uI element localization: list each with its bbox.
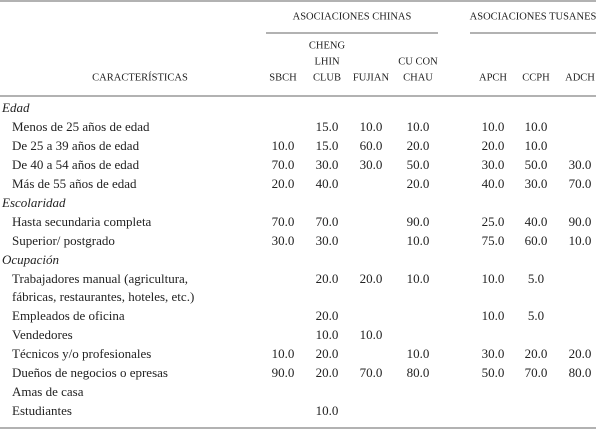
row-label: fábricas, restaurantes, hoteles, etc.) (12, 289, 194, 304)
cell-value: 90.0 (569, 214, 592, 229)
cell-value: 30.0 (316, 233, 339, 248)
section-title: Edad (1, 100, 30, 115)
cell-value: 10.0 (272, 346, 295, 361)
cell-value: 10.0 (316, 327, 339, 342)
row-label: Superior/ postgrado (12, 233, 115, 248)
cell-value: 30.0 (482, 157, 505, 172)
cell-value: 10.0 (482, 119, 505, 134)
cell-value: 20.0 (316, 346, 339, 361)
cell-value: 10.0 (407, 119, 430, 134)
cell-value: 50.0 (525, 157, 548, 172)
cell-value: 30.0 (525, 176, 548, 191)
cell-value: 80.0 (407, 365, 430, 380)
group-header: ASOCIACIONES CHINAS (293, 11, 412, 22)
cell-value: 50.0 (407, 157, 430, 172)
cell-value: 10.0 (482, 308, 505, 323)
column-header: CU CON (398, 56, 438, 67)
row-label: Estudiantes (12, 403, 72, 418)
cell-value: 70.0 (569, 176, 592, 191)
cell-value: 15.0 (316, 138, 339, 153)
row-label: De 25 a 39 años de edad (12, 138, 140, 153)
row-label: Menos de 25 años de edad (12, 119, 150, 134)
cell-value: 10.0 (360, 119, 383, 134)
cell-value: 20.0 (407, 176, 430, 191)
column-header: CHENG (309, 40, 346, 51)
cell-value: 15.0 (316, 119, 339, 134)
section-title: Ocupación (2, 252, 59, 267)
cell-value: 40.0 (525, 214, 548, 229)
row-label: Técnicos y/o profesionales (12, 346, 151, 361)
column-header: SBCH (269, 72, 297, 83)
cell-value: 75.0 (482, 233, 505, 248)
cell-value: 10.0 (569, 233, 592, 248)
cell-value: 20.0 (525, 346, 548, 361)
cell-value: 70.0 (360, 365, 383, 380)
cell-value: 10.0 (407, 233, 430, 248)
cell-value: 10.0 (407, 271, 430, 286)
cell-value: 20.0 (407, 138, 430, 153)
cell-value: 40.0 (316, 176, 339, 191)
group-header: ASOCIACIONES TUSANES (470, 11, 596, 22)
cell-value: 80.0 (569, 365, 592, 380)
column-header: ADCH (565, 72, 595, 83)
row-label: Dueños de negocios o epresas (12, 365, 168, 380)
cell-value: 20.0 (569, 346, 592, 361)
cell-value: 60.0 (525, 233, 548, 248)
cell-value: 5.0 (528, 271, 544, 286)
cell-value: 10.0 (360, 327, 383, 342)
cell-value: 25.0 (482, 214, 505, 229)
row-label: Más de 55 años de edad (12, 176, 137, 191)
cell-value: 70.0 (272, 157, 295, 172)
cell-value: 20.0 (482, 138, 505, 153)
cell-value: 20.0 (360, 271, 383, 286)
cell-value: 30.0 (482, 346, 505, 361)
row-label: Vendedores (12, 327, 73, 342)
cell-value: 20.0 (272, 176, 295, 191)
cell-value: 30.0 (272, 233, 295, 248)
cell-value: 30.0 (360, 157, 383, 172)
cell-value: 5.0 (528, 308, 544, 323)
column-header: CHAU (403, 72, 433, 83)
cell-value: 90.0 (407, 214, 430, 229)
cell-value: 10.0 (482, 271, 505, 286)
column-header: FUJIAN (353, 72, 390, 83)
column-header: CLUB (313, 72, 341, 83)
cell-value: 70.0 (272, 214, 295, 229)
cell-value: 30.0 (316, 157, 339, 172)
cell-value: 20.0 (316, 308, 339, 323)
cell-value: 70.0 (316, 214, 339, 229)
row-label: Amas de casa (12, 384, 84, 399)
cell-value: 90.0 (272, 365, 295, 380)
cell-value: 10.0 (272, 138, 295, 153)
cell-value: 10.0 (525, 138, 548, 153)
cell-value: 10.0 (407, 346, 430, 361)
cell-value: 10.0 (525, 119, 548, 134)
row-label: De 40 a 54 años de edad (12, 157, 140, 172)
column-header: LHIN (314, 56, 339, 67)
row-label: Hasta secundaria completa (12, 214, 152, 229)
column-header: APCH (479, 72, 507, 83)
cell-value: 40.0 (482, 176, 505, 191)
row-label: Trabajadores manual (agricultura, (12, 271, 188, 286)
cell-value: 10.0 (316, 403, 339, 418)
cell-value: 50.0 (482, 365, 505, 380)
column-header: CARACTERÍSTICAS (92, 71, 188, 83)
cell-value: 70.0 (525, 365, 548, 380)
row-label: Empleados de oficina (12, 308, 125, 323)
cell-value: 20.0 (316, 365, 339, 380)
cell-value: 30.0 (569, 157, 592, 172)
cell-value: 60.0 (360, 138, 383, 153)
section-title: Escolaridad (1, 195, 66, 210)
cell-value: 20.0 (316, 271, 339, 286)
column-header: CCPH (522, 72, 550, 83)
